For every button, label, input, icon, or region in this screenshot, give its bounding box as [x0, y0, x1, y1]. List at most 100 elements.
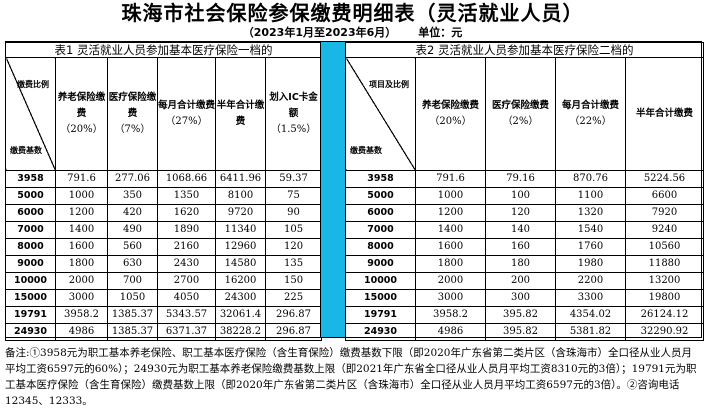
value-cell: 4354.02	[555, 306, 626, 324]
value-cell: 26124.12	[625, 306, 704, 324]
table-row: 6000 1200 120 1320 7920	[345, 204, 704, 222]
base-amount-cell: 9000	[345, 255, 416, 273]
base-amount-cell: 7000	[5, 221, 56, 239]
value-cell: 1400	[55, 221, 108, 239]
value-cell: 395.82	[485, 306, 556, 324]
table-row: 6000 1200 420 1620 9720 90	[5, 204, 323, 222]
value-cell: 630	[107, 255, 158, 273]
base-amount-cell: 5000	[5, 187, 56, 205]
base-amount-cell: 3958	[345, 170, 416, 188]
value-cell: 5381.82	[555, 323, 626, 341]
table-caption: 表2 灵活就业人员参加基本医疗保险二档的	[345, 42, 704, 58]
value-cell: 4986	[55, 323, 108, 341]
column-header-label: 养老保险缴费	[421, 100, 479, 111]
table-row: 3958 791.6 79.16 870.76 5224.56	[345, 170, 704, 188]
value-cell: 75	[264, 187, 323, 205]
table-row: 5000 1000 100 1100 6600	[345, 187, 704, 205]
table-tier-2: 表2 灵活就业人员参加基本医疗保险二档的 项目及比例 缴费基数 养老保险缴费 （2…	[345, 42, 704, 341]
base-amount-cell: 24930	[5, 323, 56, 341]
column-header: 养老保险缴费 （20%）	[415, 57, 486, 171]
base-amount-cell: 15000	[5, 289, 56, 307]
base-amount-cell: 10000	[345, 272, 416, 290]
value-cell: 32290.92	[625, 323, 704, 341]
column-header-label: 划入IC卡金额	[269, 92, 318, 119]
base-amount-cell: 7000	[345, 221, 416, 239]
table-row: 15000 3000 300 3300 19800	[345, 289, 704, 307]
value-cell: 1600	[415, 238, 486, 256]
value-cell: 1800	[55, 255, 108, 273]
value-cell: 79.16	[485, 170, 556, 188]
table-row: 8000 1600 560 2160 12960 120	[5, 238, 323, 256]
value-cell: 5343.57	[157, 306, 216, 324]
column-header-label: 每月合计缴费	[561, 100, 619, 111]
table-row: 24930 4986 395.82 5381.82 32290.92	[345, 323, 704, 341]
value-cell: 1385.37	[107, 306, 158, 324]
base-amount-cell: 6000	[5, 204, 56, 222]
column-header: 划入IC卡金额 （1.5%）	[264, 57, 323, 171]
table-row: 10000 2000 700 2700 16200 150	[5, 272, 323, 290]
value-cell: 150	[264, 272, 323, 290]
value-cell: 420	[107, 204, 158, 222]
value-cell: 1350	[157, 187, 216, 205]
column-header-rate: （20%）	[60, 124, 103, 135]
value-cell: 395.82	[485, 323, 556, 341]
value-cell: 9720	[215, 204, 266, 222]
value-cell: 2430	[157, 255, 216, 273]
column-header: 养老保险缴费 （20%）	[55, 57, 108, 171]
value-cell: 2000	[55, 272, 108, 290]
value-cell: 11880	[625, 255, 704, 273]
value-cell: 5224.56	[625, 170, 704, 188]
value-cell: 1200	[55, 204, 108, 222]
value-cell: 2200	[555, 272, 626, 290]
column-header-rate: （1.5%）	[270, 124, 317, 135]
column-header-rate: （2%）	[502, 116, 539, 127]
value-cell: 2160	[157, 238, 216, 256]
value-cell: 135	[264, 255, 323, 273]
corner-label-bottom: 缴费基数	[350, 146, 382, 155]
value-cell: 700	[107, 272, 158, 290]
table-tier-1: 表1 灵活就业人员参加基本医疗保险一档的 缴费比例 缴费基数 养老保险缴费 （20…	[4, 42, 323, 341]
table-row: 19791 3958.2 1385.37 5343.57 32061.4 296.87	[5, 306, 323, 324]
value-cell: 16200	[215, 272, 266, 290]
column-header-rate: （20%）	[429, 116, 472, 127]
value-cell: 19800	[625, 289, 704, 307]
value-cell: 1385.37	[107, 323, 158, 341]
value-cell: 1800	[415, 255, 486, 273]
column-header: 半年合计缴费	[625, 57, 704, 171]
corner-label-bottom: 缴费基数	[10, 146, 42, 155]
value-cell: 32061.4	[215, 306, 266, 324]
value-cell: 1100	[555, 187, 626, 205]
column-header-label: 每月合计缴费	[158, 100, 216, 111]
period-label: （2023年1月至2023年6月）	[242, 26, 397, 39]
table-row: 3958 791.6 277.06 1068.66 6411.96 59.37	[5, 170, 323, 188]
page-title: 珠海市社会保险参保缴费明细表（灵活就业人员）	[121, 1, 584, 25]
value-cell: 120	[264, 238, 323, 256]
column-header-rate: （27%）	[165, 116, 208, 127]
value-cell: 490	[107, 221, 158, 239]
footnote: 备注:①3958元为职工基本养老保险、职工基本医疗保险（含生育保险）缴费基数下限…	[5, 347, 697, 407]
table-caption: 表1 灵活就业人员参加基本医疗保险一档的	[4, 42, 323, 58]
value-cell: 120	[485, 204, 556, 222]
value-cell: 1000	[415, 187, 486, 205]
table-row: 9000 1800 630 2430 14580 135	[5, 255, 323, 273]
column-header: 每月合计缴费 （22%）	[555, 57, 626, 171]
column-header-rate: （7%）	[114, 124, 151, 135]
table-row: 8000 1600 160 1760 10560	[345, 238, 704, 256]
table-row: 7000 1400 140 1540 9240	[345, 221, 704, 239]
value-cell: 1980	[555, 255, 626, 273]
value-cell: 296.87	[264, 323, 323, 341]
value-cell: 1000	[55, 187, 108, 205]
value-cell: 24300	[215, 289, 266, 307]
base-amount-cell: 8000	[345, 238, 416, 256]
value-cell: 3000	[55, 289, 108, 307]
value-cell: 3958.2	[55, 306, 108, 324]
value-cell: 90	[264, 204, 323, 222]
table-row: 24930 4986 1385.37 6371.37 38228.2 296.87	[5, 323, 323, 341]
column-header: 半年合计缴费	[215, 57, 266, 171]
value-cell: 560	[107, 238, 158, 256]
value-cell: 1050	[107, 289, 158, 307]
value-cell: 10560	[625, 238, 704, 256]
column-header: 每月合计缴费 （27%）	[157, 57, 216, 171]
value-cell: 13200	[625, 272, 704, 290]
table-row: 7000 1400 490 1890 11340 105	[5, 221, 323, 239]
